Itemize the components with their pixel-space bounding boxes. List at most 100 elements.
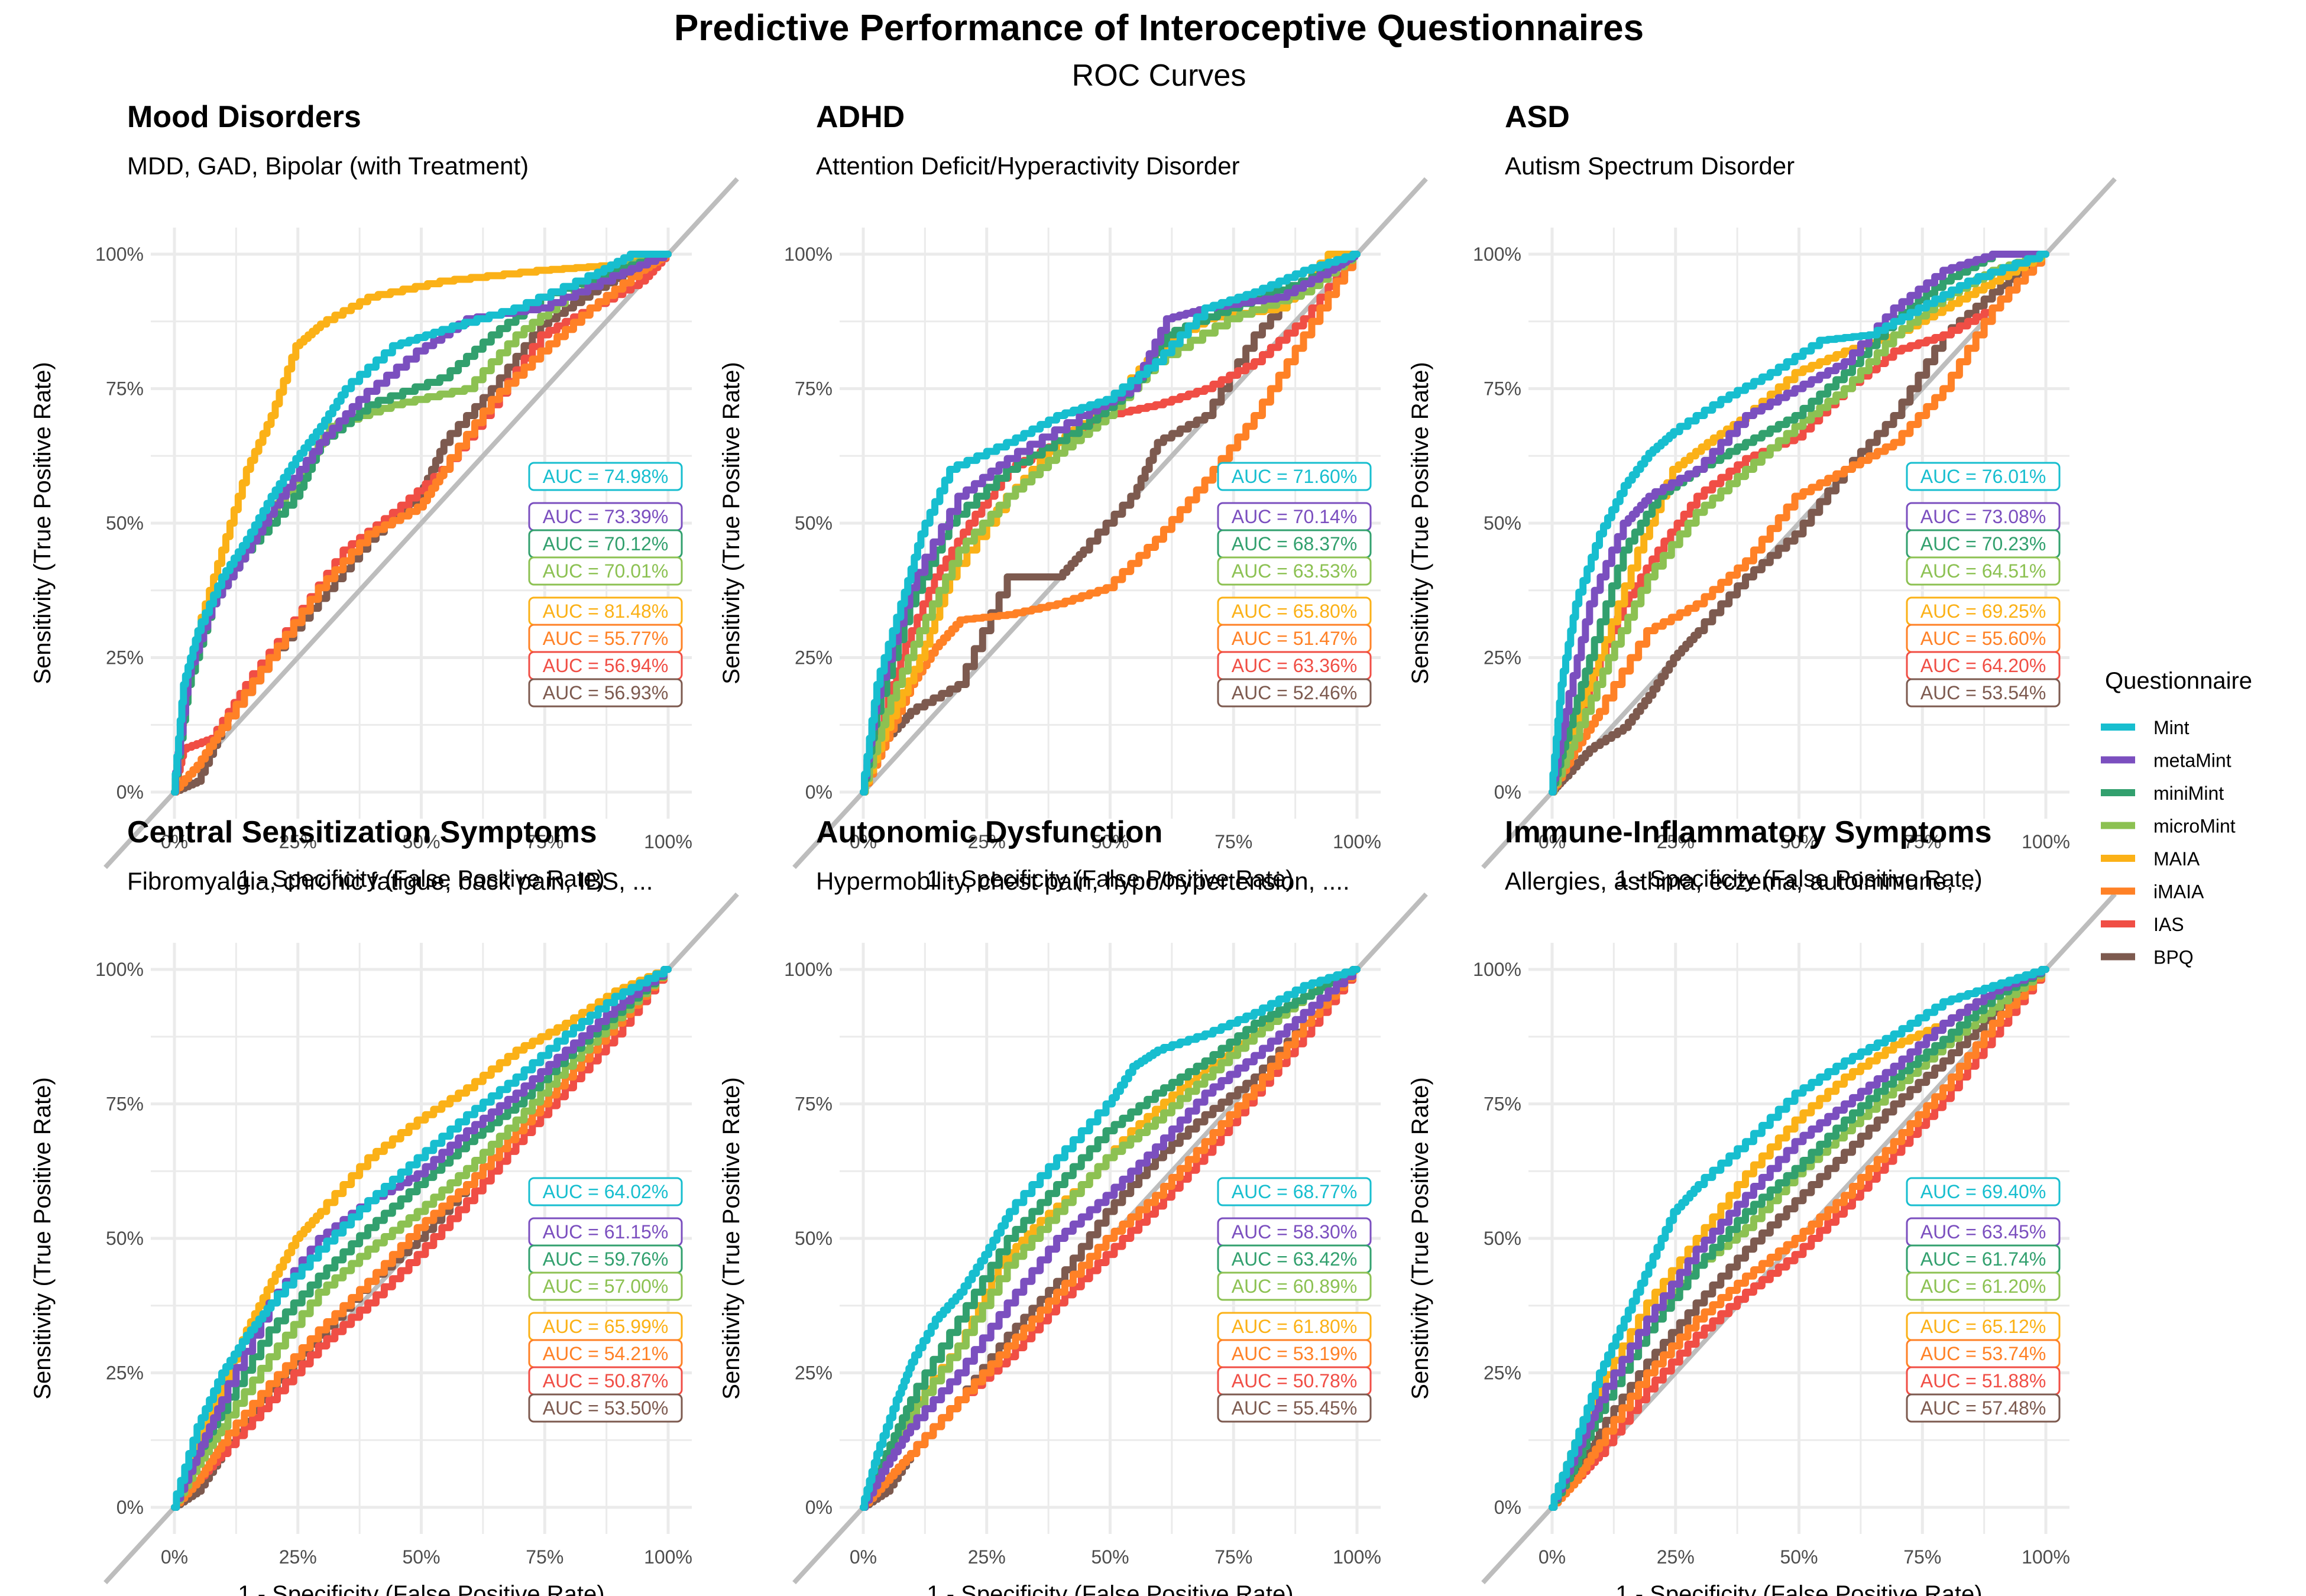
roc-curve-metaMint [1549, 966, 2049, 1511]
auc-label-box [1906, 556, 2061, 586]
y-tick-label: 75% [106, 1094, 144, 1115]
auc-label-text: AUC = 74.98% [543, 466, 669, 487]
auc-label: AUC = 65.80% [1217, 596, 1372, 626]
x-tick-label: 100% [2022, 831, 2070, 852]
auc-label: AUC = 56.93% [528, 678, 683, 708]
auc-label-text: AUC = 61.15% [543, 1221, 669, 1243]
auc-label-text: AUC = 61.74% [1920, 1248, 2046, 1270]
x-tick-label: 100% [2022, 1546, 2070, 1568]
x-tick-label: 50% [402, 831, 440, 852]
panel-subtitle: Attention Deficit/Hyperactivity Disorder [816, 152, 1240, 180]
x-tick-label: 100% [1333, 1546, 1381, 1568]
legend-label: Mint [2153, 717, 2190, 738]
auc-label: AUC = 50.78% [1217, 1366, 1372, 1396]
auc-label: AUC = 57.00% [528, 1271, 683, 1301]
legend-item: iMAIA [2101, 881, 2204, 903]
auc-label: AUC = 61.74% [1906, 1244, 2061, 1274]
x-tick-label: 75% [1214, 1546, 1252, 1568]
auc-label: AUC = 53.74% [1906, 1339, 2061, 1368]
x-tick-label: 75% [1214, 831, 1252, 852]
auc-label-text: AUC = 60.89% [1232, 1276, 1358, 1297]
y-tick-label: 0% [116, 781, 144, 803]
panel-title: Central Sensitization Symptoms [127, 815, 597, 849]
y-tick-label: 0% [1494, 781, 1521, 803]
auc-label: AUC = 64.51% [1906, 556, 2061, 586]
auc-label: AUC = 54.21% [528, 1339, 683, 1368]
x-tick-label: 50% [402, 1546, 440, 1568]
auc-label: AUC = 73.39% [528, 502, 683, 531]
auc-label: AUC = 73.08% [1906, 502, 2061, 531]
panel-title: Immune-Inflammatory Symptoms [1505, 815, 1992, 849]
y-tick-label: 50% [1484, 1228, 1521, 1249]
panel-title: Mood Disorders [127, 100, 361, 134]
auc-label-text: AUC = 76.01% [1920, 466, 2046, 487]
figure-title: Predictive Performance of Interoceptive … [674, 8, 1644, 48]
panel-4: Autonomic Dysfunction Hypermobility, ches… [718, 815, 1428, 1596]
y-tick-label: 75% [106, 378, 144, 400]
auc-label: AUC = 57.48% [1906, 1393, 2061, 1423]
panel-subtitle: MDD, GAD, Bipolar (with Treatment) [127, 152, 529, 180]
auc-label-text: AUC = 63.42% [1232, 1248, 1358, 1270]
auc-label-box [1906, 678, 2061, 708]
x-axis-label: 1 - Specificity (False Positive Rate) [238, 866, 604, 892]
y-tick-label: 25% [795, 1363, 833, 1384]
roc-curve-microMint [171, 966, 672, 1511]
auc-label-text: AUC = 63.53% [1232, 560, 1358, 582]
auc-label: AUC = 69.25% [1906, 596, 2061, 626]
roc-curve-iMAIA [171, 966, 672, 1511]
auc-label: AUC = 69.40% [1906, 1177, 2061, 1206]
roc-curve-Mint [1549, 966, 2049, 1511]
y-tick-label: 0% [116, 1497, 144, 1518]
auc-label: AUC = 51.47% [1217, 624, 1372, 653]
auc-label: AUC = 63.53% [1217, 556, 1372, 586]
auc-label: AUC = 59.76% [528, 1244, 683, 1274]
auc-label-text: AUC = 54.21% [543, 1343, 669, 1364]
roc-curve-MAIA [171, 966, 672, 1511]
roc-curve-iMAIA [171, 251, 672, 796]
auc-label: AUC = 65.12% [1906, 1312, 2061, 1341]
panel-1: ADHD Attention Deficit/Hyperactivity Diso… [718, 100, 1428, 892]
y-tick-label: 50% [106, 512, 144, 534]
auc-label-text: AUC = 61.20% [1920, 1276, 2046, 1297]
x-tick-label: 100% [644, 1546, 692, 1568]
x-axis-label: 1 - Specificity (False Positive Rate) [1615, 866, 1982, 892]
auc-label-box [1906, 1393, 2061, 1423]
auc-label: AUC = 55.60% [1906, 624, 2061, 653]
auc-label: AUC = 50.87% [528, 1366, 683, 1396]
legend-label: metaMint [2153, 750, 2231, 771]
x-tick-label: 50% [1091, 831, 1129, 852]
legend-item: MAIA [2101, 848, 2200, 870]
auc-label: AUC = 81.48% [528, 596, 683, 626]
auc-label-text: AUC = 68.37% [1232, 533, 1358, 554]
auc-label-text: AUC = 53.54% [1920, 682, 2046, 703]
auc-label-text: AUC = 53.19% [1232, 1343, 1358, 1364]
auc-label: AUC = 61.15% [528, 1217, 683, 1247]
auc-label: AUC = 61.20% [1906, 1271, 2061, 1301]
x-tick-label: 100% [644, 831, 692, 852]
panel-3: Central Sensitization Symptoms Fibromyalg… [30, 815, 739, 1596]
auc-label-text: AUC = 65.12% [1920, 1316, 2046, 1337]
auc-label-text: AUC = 65.80% [1232, 601, 1358, 622]
y-axis-label: Sensitivity (True Positive Rate) [30, 362, 56, 684]
auc-label-text: AUC = 50.78% [1232, 1370, 1358, 1391]
auc-label: AUC = 63.45% [1906, 1217, 2061, 1247]
y-tick-label: 25% [795, 647, 833, 669]
auc-label: AUC = 58.30% [1217, 1217, 1372, 1247]
legend-item: Mint [2101, 717, 2190, 738]
panels: Mood Disorders MDD, GAD, Bipolar (with Tr… [30, 100, 2117, 1596]
auc-label-box [528, 678, 683, 708]
auc-label-text: AUC = 55.45% [1232, 1397, 1358, 1419]
auc-label-box [1217, 1271, 1372, 1301]
auc-label-text: AUC = 70.01% [543, 560, 669, 582]
auc-label-text: AUC = 61.80% [1232, 1316, 1358, 1337]
auc-label: AUC = 71.60% [1217, 462, 1372, 491]
x-tick-label: 0% [1539, 1546, 1566, 1568]
figure-subtitle: ROC Curves [1072, 59, 1246, 93]
y-tick-label: 25% [1484, 1363, 1521, 1384]
auc-label-text: AUC = 69.25% [1920, 601, 2046, 622]
roc-curve-BPQ [1549, 251, 2049, 796]
auc-label: AUC = 68.37% [1217, 529, 1372, 559]
x-tick-label: 75% [1903, 831, 1941, 852]
y-tick-label: 50% [795, 512, 833, 534]
auc-label: AUC = 60.89% [1217, 1271, 1372, 1301]
